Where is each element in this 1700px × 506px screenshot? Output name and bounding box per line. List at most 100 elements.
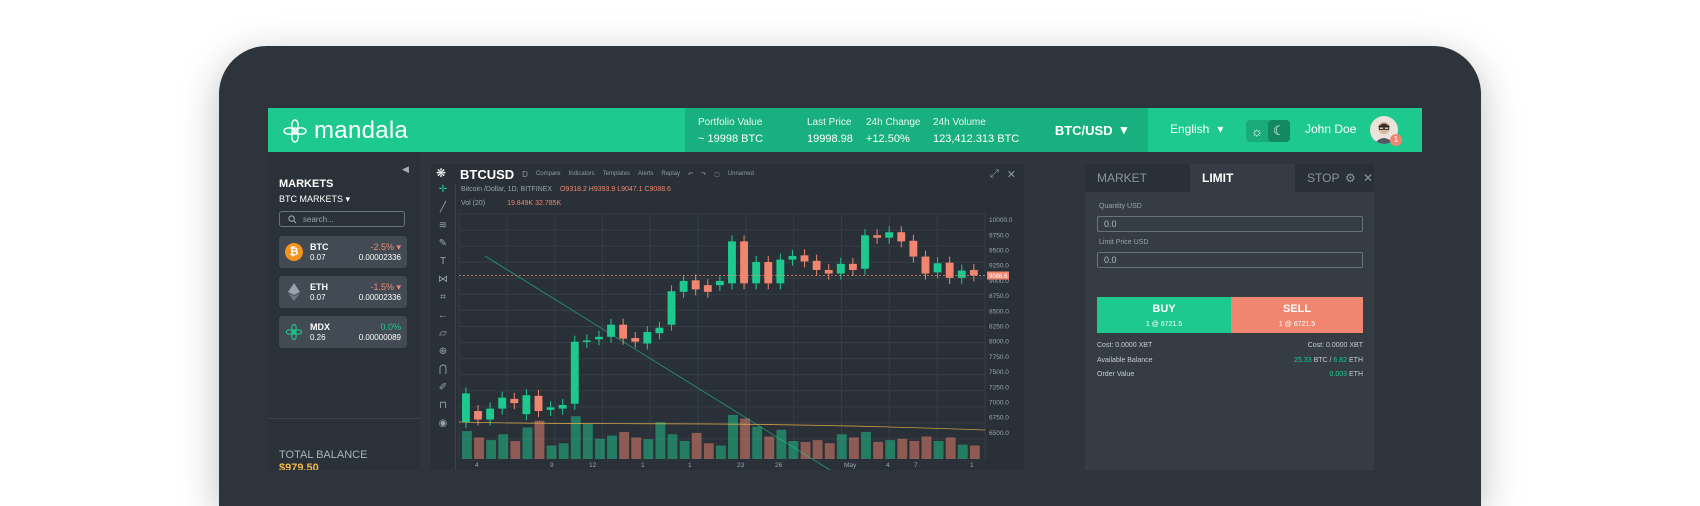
settings-icon[interactable]: ❋ (436, 166, 447, 180)
logo[interactable]: mandala (282, 117, 408, 145)
chevron-down-icon: ▾ (1120, 122, 1128, 137)
y-tick-label: 10000.0 (989, 217, 1013, 224)
candle (655, 327, 664, 334)
chart-legend: Bitcoin /Dollar, 1D, BITFINEX O9318.2 H9… (461, 186, 671, 193)
compare-button[interactable]: Compare (535, 171, 561, 177)
quantity-input[interactable]: 0.0 (1097, 216, 1363, 232)
close-icon[interactable]: ✕ (1363, 171, 1374, 185)
order-value-row: Order Value 0.003 ETH (1097, 371, 1363, 378)
market-item-mdx[interactable]: MDX 0.26 0.0% 0.00000089 (279, 316, 407, 348)
undo-icon[interactable]: ↶ (688, 171, 694, 178)
text-icon[interactable]: T (439, 256, 447, 267)
theme-toggle[interactable]: ☼ ☾ (1246, 120, 1290, 142)
top-bar: mandala Portfolio Value ~ 19998 BTC Last… (268, 108, 1422, 152)
prediction-icon[interactable]: ⌗ (440, 292, 446, 303)
x-tick-label: 12 (589, 462, 597, 469)
change-value: -2.5% ▾ (370, 242, 401, 252)
tab-limit[interactable]: LIMIT (1190, 164, 1295, 192)
search-input[interactable]: search... (279, 211, 405, 227)
search-placeholder: search... (303, 214, 334, 224)
screenshot-icon[interactable]: ▢ (714, 171, 720, 178)
avatar[interactable] (1370, 116, 1398, 144)
tab-stop[interactable]: STOP (1307, 171, 1340, 185)
sidebar-divider (268, 418, 420, 419)
volume-bar (679, 441, 690, 459)
markets-filter[interactable]: BTC MARKETS ▾ (279, 194, 351, 204)
replay-button[interactable]: Replay (661, 171, 681, 177)
eye-icon[interactable]: ◉ (438, 418, 448, 429)
buy-button[interactable]: BUY 1 @ 6721.5 (1097, 297, 1231, 333)
tab-market[interactable]: MARKET (1097, 171, 1148, 185)
interval-button[interactable]: D (522, 169, 528, 179)
crosshair-icon[interactable]: ✛ (438, 184, 448, 195)
notification-badge[interactable]: 1 (1390, 134, 1402, 146)
volume-bar (921, 436, 932, 459)
language-selector[interactable]: English ▾ (1170, 122, 1223, 136)
pattern-icon[interactable]: ⋈ (438, 274, 448, 285)
brush-icon[interactable]: ✎ (438, 238, 448, 249)
lock-icon[interactable]: ⊓ (439, 400, 447, 411)
y-tick-label: 7500.0 (989, 369, 1009, 376)
candle (957, 270, 966, 278)
gear-icon[interactable]: ⚙ (1345, 171, 1356, 185)
ruler-icon[interactable]: ▱ (439, 328, 447, 339)
volume-bar (655, 422, 666, 459)
market-item-btc[interactable]: ₿ BTC 0.07 -2.5% ▾ 0.00002336 (279, 236, 407, 268)
volume-bar (715, 445, 726, 459)
volume-ma-line (458, 421, 986, 431)
volume-bar (728, 414, 738, 459)
volume-bar (607, 435, 617, 459)
fib-icon[interactable]: ≋ (438, 220, 448, 231)
quantity-label: Quantity USD (1099, 203, 1142, 210)
templates-button[interactable]: Templates (602, 171, 631, 177)
chart-ticker[interactable]: BTCUSD (460, 166, 515, 182)
volume-bar (534, 420, 545, 459)
candle (848, 263, 857, 270)
candle (703, 285, 712, 292)
sell-button[interactable]: SELL 1 @ 6721.5 (1231, 297, 1363, 333)
indicators-button[interactable]: Indicators (568, 171, 595, 177)
magnet-icon[interactable]: ⋂ (438, 364, 448, 375)
volume-bar (546, 445, 557, 459)
candle (909, 240, 918, 257)
limit-price-input[interactable]: 0.0 (1097, 252, 1363, 268)
candle (812, 260, 821, 270)
fullscreen-icon[interactable]: ⤢ (989, 167, 999, 180)
close-icon[interactable]: ✕ (1006, 168, 1016, 181)
order-panel: MARKET LIMIT STOP ⚙ ✕ Quantity USD 0.0 L… (1085, 164, 1374, 470)
lock-drawing-icon[interactable]: ✐ (438, 382, 448, 393)
y-tick-label: 9500.0 (989, 247, 1009, 254)
top-stats-panel (685, 108, 1034, 152)
candle (728, 241, 736, 284)
candle (740, 241, 748, 284)
candlestick-chart[interactable]: 10000.0 9750.0 9500.0 9250.0 9000.0 8750.0 850… (455, 184, 1024, 470)
user-name[interactable]: John Doe (1305, 122, 1357, 136)
last-price-tag (987, 271, 1009, 280)
x-tick-label: 4 (475, 462, 479, 469)
y-tick-label: 7250.0 (989, 384, 1009, 391)
zoom-icon[interactable]: ⊕ (438, 346, 448, 357)
pair-selector[interactable]: BTC/USD ▾ (1034, 108, 1148, 152)
candle (933, 263, 942, 273)
candle (546, 407, 555, 410)
sun-icon[interactable]: ☼ (1251, 123, 1263, 139)
y-tick-label: 7750.0 (989, 354, 1009, 361)
volume-bar (776, 429, 787, 459)
trend-line-icon[interactable]: ╱ (439, 202, 447, 213)
last-price-label: 9088.6 (989, 274, 1008, 280)
x-tick-label: 4 (886, 462, 890, 469)
portfolio-value: Portfolio Value ~ 19998 BTC (698, 117, 764, 145)
candle (607, 324, 615, 337)
arrow-down-icon: ▾ (393, 242, 401, 252)
volume-bar (619, 432, 630, 459)
arrow-left-icon[interactable]: ← (438, 310, 448, 321)
redo-icon[interactable]: ↷ (701, 171, 707, 178)
market-item-eth[interactable]: ETH 0.07 -1.5% ▾ 0.00002336 (279, 276, 407, 308)
moon-icon[interactable]: ☾ (1268, 120, 1290, 142)
candle (824, 269, 833, 274)
trend-line (484, 255, 831, 470)
layout-button[interactable]: Unnamed (727, 171, 754, 177)
alerts-button[interactable]: Alerts (638, 171, 654, 177)
volume-legend: Vol (20) 19.849K 32.785K (461, 200, 562, 207)
collapse-icon[interactable]: ◀ (402, 164, 409, 174)
